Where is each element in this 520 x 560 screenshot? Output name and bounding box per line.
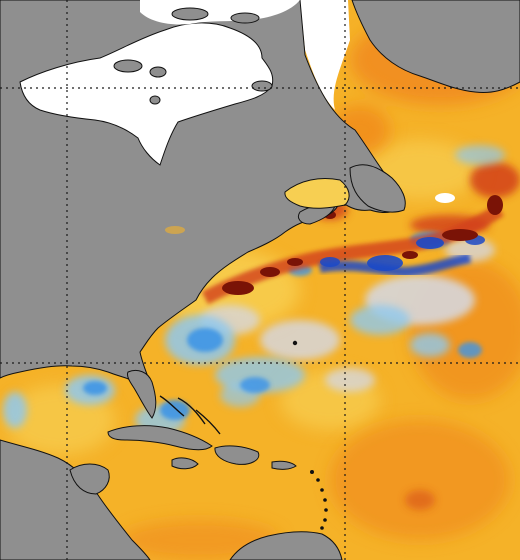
cool-light-patch <box>350 305 410 335</box>
gulf-stream-warm-eddy <box>402 251 418 259</box>
labrador-ice-band <box>300 0 350 110</box>
bahamas-island-chain <box>195 409 221 435</box>
warm-orange-patch <box>330 420 510 540</box>
gulf-stream-cool-eddy <box>367 255 403 271</box>
lesser-antilles-islands <box>292 340 328 530</box>
island-dot <box>320 526 324 530</box>
gulf-stream-warm-eddy <box>287 258 303 266</box>
newfoundland-island <box>349 164 406 213</box>
cool-light-patch <box>455 145 505 165</box>
hudson-bay-island-land <box>149 66 167 78</box>
island-dot <box>323 498 327 502</box>
central-america-landmass <box>0 439 151 560</box>
gulf-stream-warm-eddy <box>260 267 280 277</box>
hispaniola-island <box>214 445 260 465</box>
cool-light-patch <box>410 333 450 357</box>
bahamas-island-chain <box>177 397 206 425</box>
island-dot <box>323 518 327 522</box>
bahamas-islands <box>159 395 221 435</box>
gulf-stream-warm-eddy <box>222 281 254 295</box>
jamaica-island <box>171 457 199 470</box>
hudson-bay-island-land <box>149 95 161 105</box>
island-dot <box>320 488 324 492</box>
neutral-patch <box>260 320 340 360</box>
great-lakes-water <box>165 226 185 234</box>
sea-ice-patch <box>435 193 455 203</box>
cuba-island <box>107 425 213 451</box>
island-dot <box>292 340 298 346</box>
cool-mid-patch <box>240 377 270 393</box>
warm-red-patch <box>405 490 435 510</box>
yucatan-peninsula <box>69 463 110 495</box>
bahamas-island-chain <box>159 395 185 417</box>
caribbean-islands <box>107 340 328 530</box>
arctic-island-land <box>171 7 209 21</box>
island-dot <box>316 478 320 482</box>
south-america-landmass <box>229 531 343 560</box>
puerto-rico-island <box>271 460 297 470</box>
hudson-bay-ice <box>19 0 300 166</box>
arctic-island-land <box>230 12 260 24</box>
greenland-landmass <box>351 0 520 93</box>
gulf-stream-warm-eddy <box>442 229 478 241</box>
cool-light-patch <box>3 392 27 428</box>
warm-red-patch <box>470 162 520 198</box>
gulf-stream-cool-eddy <box>320 257 340 267</box>
hudson-bay-ice-sheet <box>19 22 274 166</box>
gulf-stream-band <box>201 195 504 305</box>
island-dot <box>324 508 328 512</box>
cool-mid-patch <box>187 328 223 352</box>
cool-mid-patch <box>458 342 482 358</box>
island-dot <box>310 470 314 474</box>
gulf-stream-cool-eddy <box>416 237 444 249</box>
hudson-bay-island-land <box>113 59 143 73</box>
florida-peninsula <box>127 369 157 419</box>
gulf-stream-warm-eddy <box>487 195 503 215</box>
cool-mid-patch <box>83 381 107 395</box>
hudson-bay-island-land <box>251 80 273 92</box>
neutral-patch <box>325 368 375 392</box>
